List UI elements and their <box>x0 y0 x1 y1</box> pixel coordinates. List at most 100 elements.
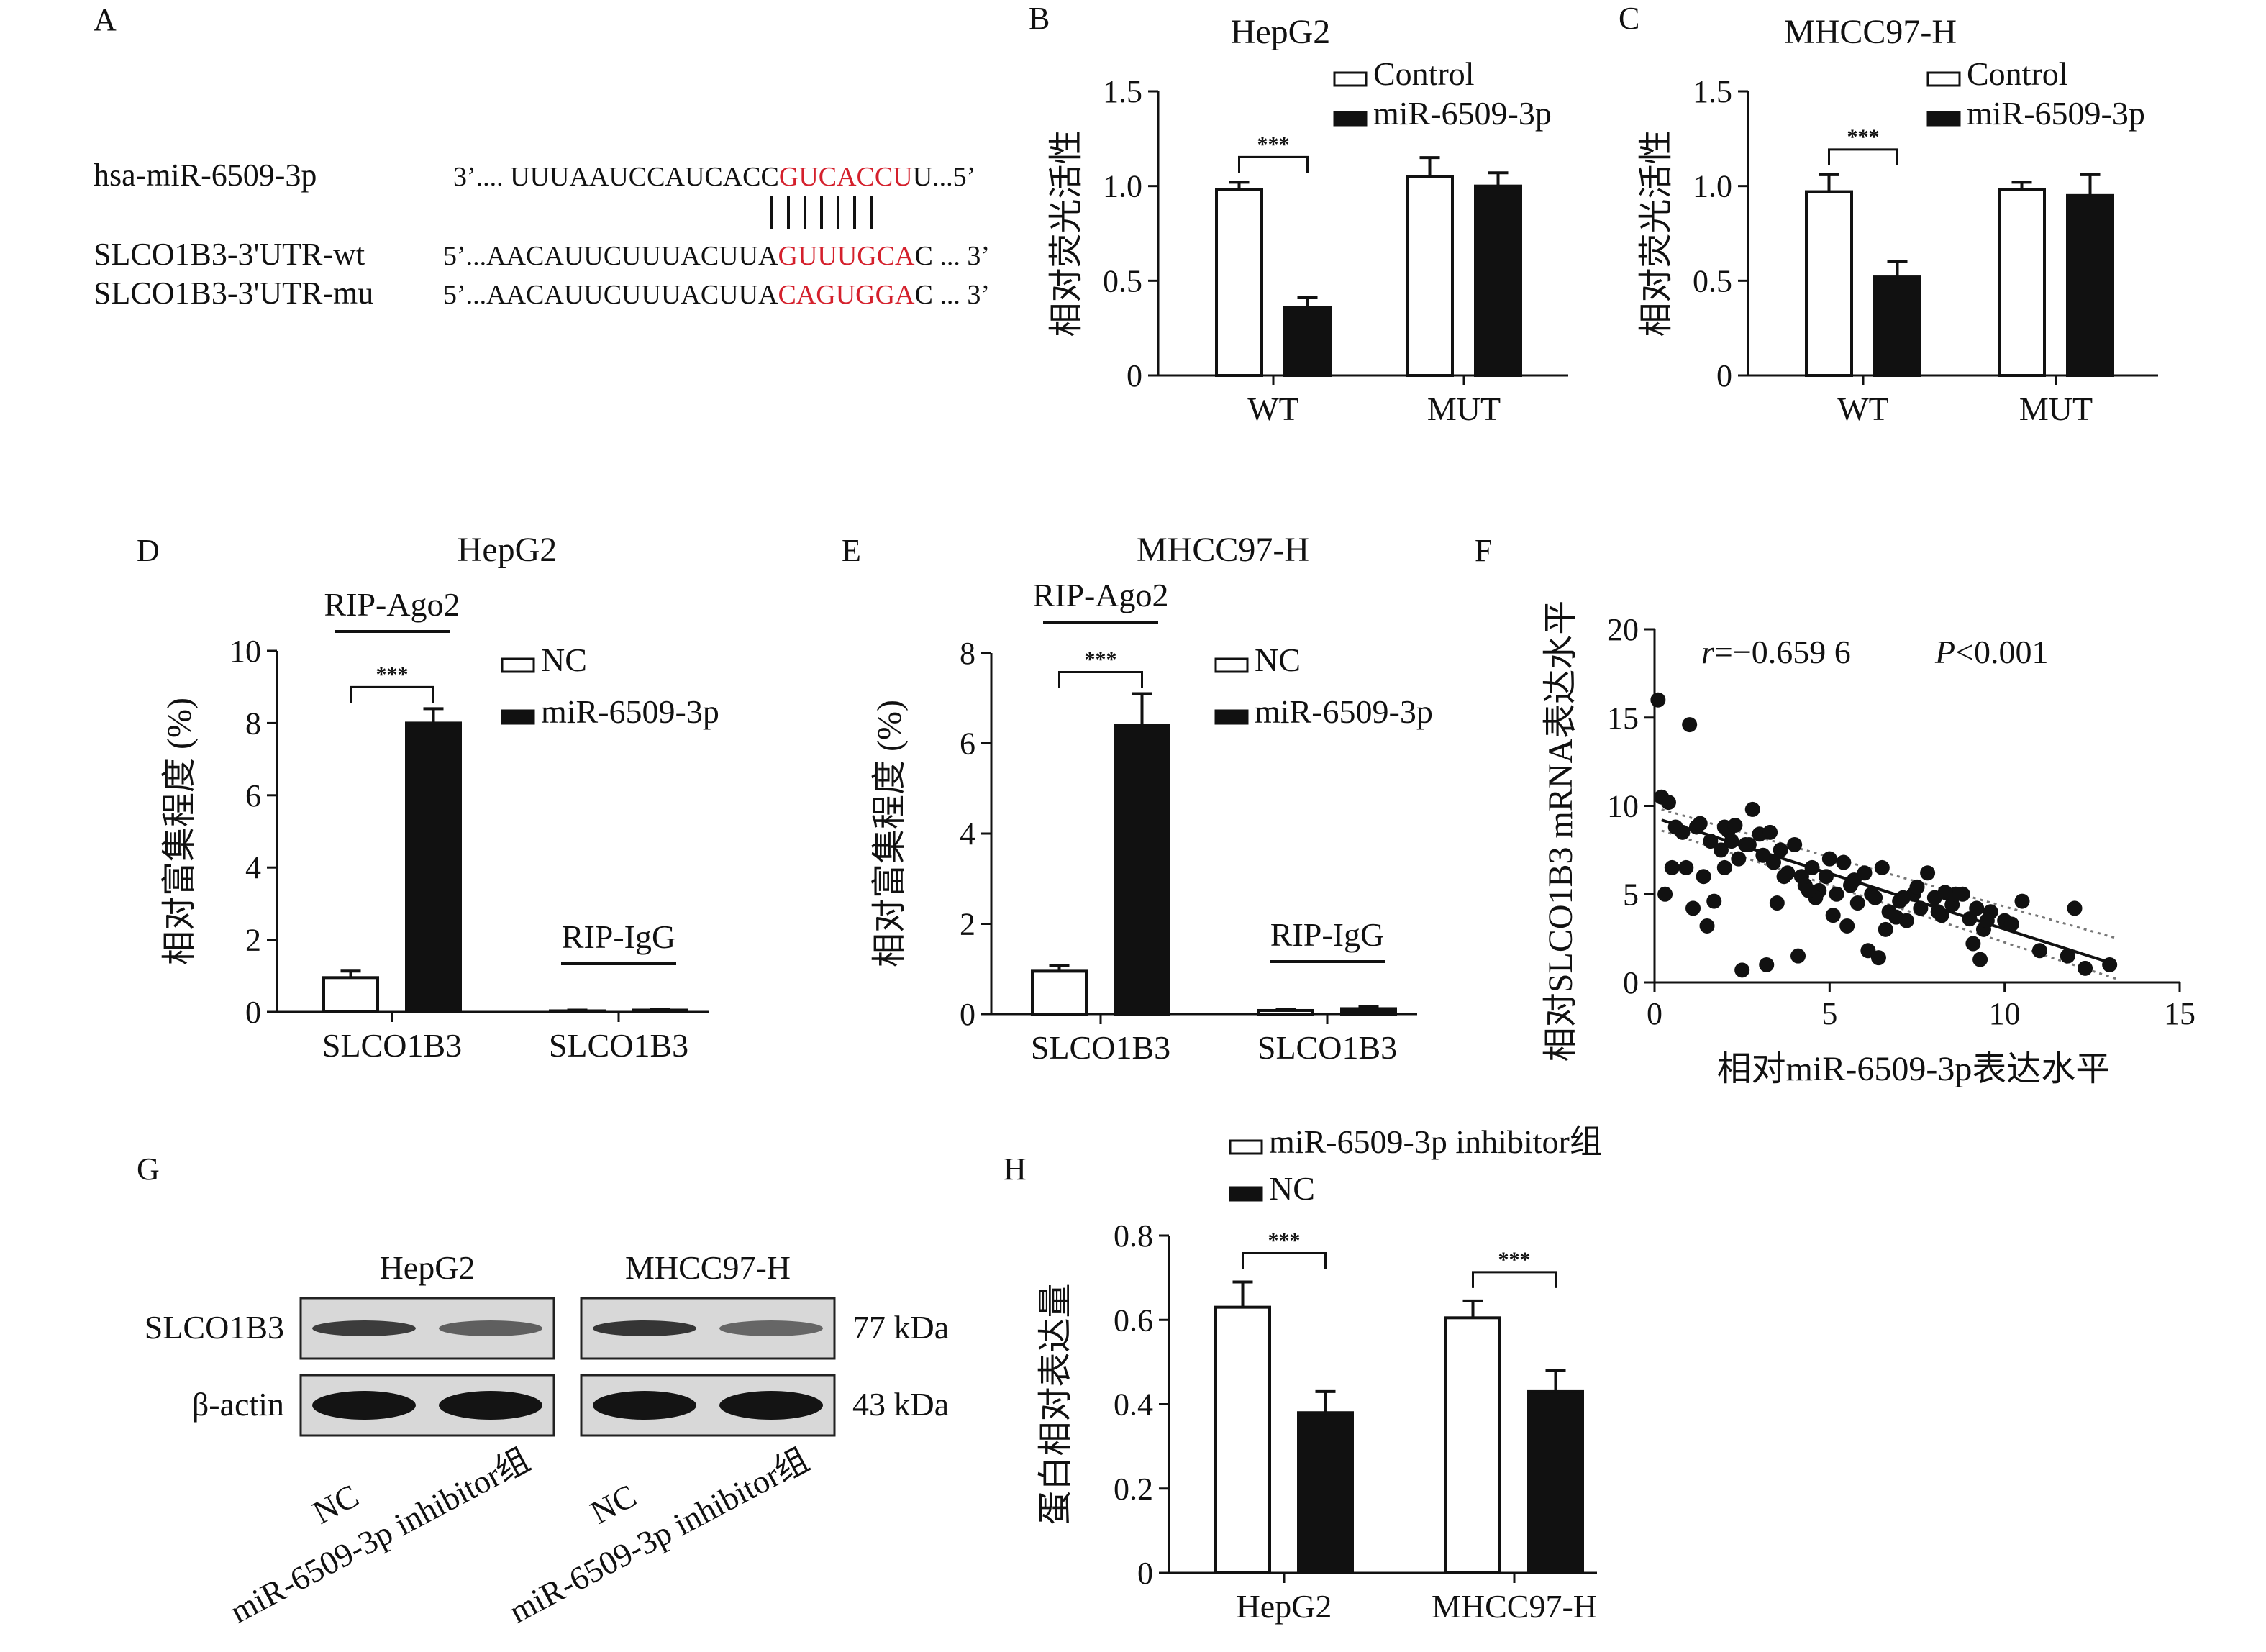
scatter-point <box>1682 717 1698 733</box>
bar-treatment <box>1283 306 1332 378</box>
group-label: RIP-Ago2 <box>324 586 460 623</box>
bar-treatment <box>405 721 462 1014</box>
panel-label-g: G <box>137 1151 160 1187</box>
panel-label-f: F <box>1475 533 1492 568</box>
band-size-label: 77 kDa <box>852 1309 949 1346</box>
bar-treatment <box>1297 1411 1354 1574</box>
bar-treatment <box>1873 275 1921 378</box>
mirna-name: hsa-miR-6509-3p <box>94 158 317 193</box>
chart-f-correlation-scatter: 0 5 10 15 20 0 5 10 15 相对SLCO1B3 mRNA表达水平相对miR-65… <box>1542 601 2196 1088</box>
scatter-point <box>1836 854 1852 870</box>
scatter-point <box>1762 824 1778 840</box>
y-tick-label: 15 <box>1607 700 1639 736</box>
bar-control <box>1257 1008 1314 1016</box>
scatter-point <box>1867 890 1883 905</box>
bar-control <box>322 976 379 1014</box>
cell-line-label: MHCC97-H <box>625 1249 791 1286</box>
y-tick-label: 8 <box>960 636 975 671</box>
bar-control <box>1214 1305 1271 1574</box>
y-axis-label: 蛋白相对表达量 <box>1037 1283 1075 1525</box>
base-pairing-lines <box>770 196 873 229</box>
significance-stars: *** <box>1847 125 1880 149</box>
scatter-point <box>1937 885 1953 900</box>
panel-label-c: C <box>1619 1 1639 36</box>
scatter-point <box>2003 916 2019 932</box>
legend-label: NC <box>541 642 587 678</box>
significance-stars: *** <box>1257 132 1290 156</box>
y-tick-label: 0 <box>245 995 261 1030</box>
y-tick-label: 0 <box>1716 358 1732 393</box>
scatter-point <box>1727 818 1743 834</box>
y-tick-label: 8 <box>245 706 261 741</box>
y-tick-label: 0 <box>1127 358 1142 393</box>
x-category-label: HepG2 <box>1237 1588 1332 1625</box>
significance-bracket <box>350 685 434 703</box>
y-tick-label: 0 <box>1137 1556 1153 1591</box>
x-tick-label: 15 <box>2164 996 2196 1031</box>
y-tick-label: 0.5 <box>1693 263 1732 298</box>
x-category-label: WT <box>1247 391 1299 427</box>
x-category-label: MUT <box>2019 391 2093 427</box>
scatter-point <box>2067 900 2083 916</box>
y-tick-label: 6 <box>245 778 261 813</box>
group-label: RIP-Ago2 <box>1032 577 1168 613</box>
lane-label: NC <box>306 1477 364 1531</box>
y-axis-label: 相对富集程度 (%) <box>160 698 199 965</box>
utr-wt-seq-suffix: C ... 3’ <box>915 241 991 271</box>
cell-line-label: HepG2 <box>380 1249 476 1286</box>
legend-label: NC <box>1269 1170 1315 1207</box>
utr-mu-sequence: 5’...AACAUUCUUUACUUACAGUGGAC ... 3’ <box>443 280 990 310</box>
legend-swatch <box>501 657 535 673</box>
chart-title: HepG2 <box>458 531 558 569</box>
scatter-point <box>1776 869 1792 885</box>
y-tick-label: 0 <box>960 997 975 1032</box>
y-tick-label: 1.5 <box>1103 74 1142 109</box>
chart-d-hepg2-rip: HepG2 0 2 4 6 8 10 相对富集程度 (%) SLCO1B3 SLCO1B3 *** R… <box>160 531 719 1064</box>
scatter-point <box>1913 900 1929 916</box>
x-tick-label: 0 <box>1647 996 1662 1031</box>
group-label: RIP-IgG <box>1270 916 1384 953</box>
significance-bracket <box>1058 670 1143 688</box>
y-tick-label: 20 <box>1607 612 1639 647</box>
scatter-point <box>1765 854 1781 870</box>
y-tick-label: 6 <box>960 726 975 762</box>
y-tick-label: 1.0 <box>1693 169 1732 204</box>
scatter-point <box>1724 834 1739 849</box>
y-tick-label: 1.0 <box>1103 169 1142 204</box>
x-category-label: MUT <box>1427 391 1501 427</box>
scatter-point <box>1870 950 1886 966</box>
protein-band <box>312 1391 416 1420</box>
r-value: =−0.659 6 <box>1714 634 1851 670</box>
protein-band <box>593 1320 696 1336</box>
y-tick-label: 2 <box>245 923 261 958</box>
bar-control <box>549 1009 606 1014</box>
scatter-point <box>1930 904 1946 920</box>
y-tick-label: 1.5 <box>1693 74 1732 109</box>
bar-control <box>1406 175 1454 377</box>
legend-swatch <box>1229 1139 1263 1155</box>
utr-mu-seq-site: CAGUGGA <box>778 280 916 310</box>
scatter-point <box>1825 908 1841 923</box>
lane-label: miR-6509-3p inhibitor组 <box>224 1441 535 1630</box>
y-tick-label: 10 <box>229 634 261 669</box>
protein-band <box>593 1391 696 1420</box>
scatter-point <box>1888 909 1904 925</box>
bar-control <box>1998 188 2046 377</box>
protein-band <box>719 1320 823 1336</box>
band-size-label: 43 kDa <box>852 1386 949 1423</box>
significance-bracket <box>1242 1251 1327 1269</box>
legend-label: NC <box>1255 642 1301 678</box>
bar-control <box>1031 969 1088 1016</box>
panel-label-e: E <box>842 533 861 568</box>
scatter-point <box>2060 948 2075 964</box>
legend-label: miR-6509-3p inhibitor组 <box>1269 1123 1603 1160</box>
y-tick-label: 10 <box>1607 789 1639 824</box>
bar-treatment <box>1474 184 1522 377</box>
bar-treatment <box>1527 1389 1584 1574</box>
legend-swatch <box>1229 1186 1263 1202</box>
scatter-point <box>1650 692 1666 708</box>
group-label: RIP-IgG <box>562 918 675 955</box>
panel-label-a: A <box>94 2 117 37</box>
scatter-point <box>1731 851 1747 867</box>
scatter-point <box>1839 918 1855 934</box>
